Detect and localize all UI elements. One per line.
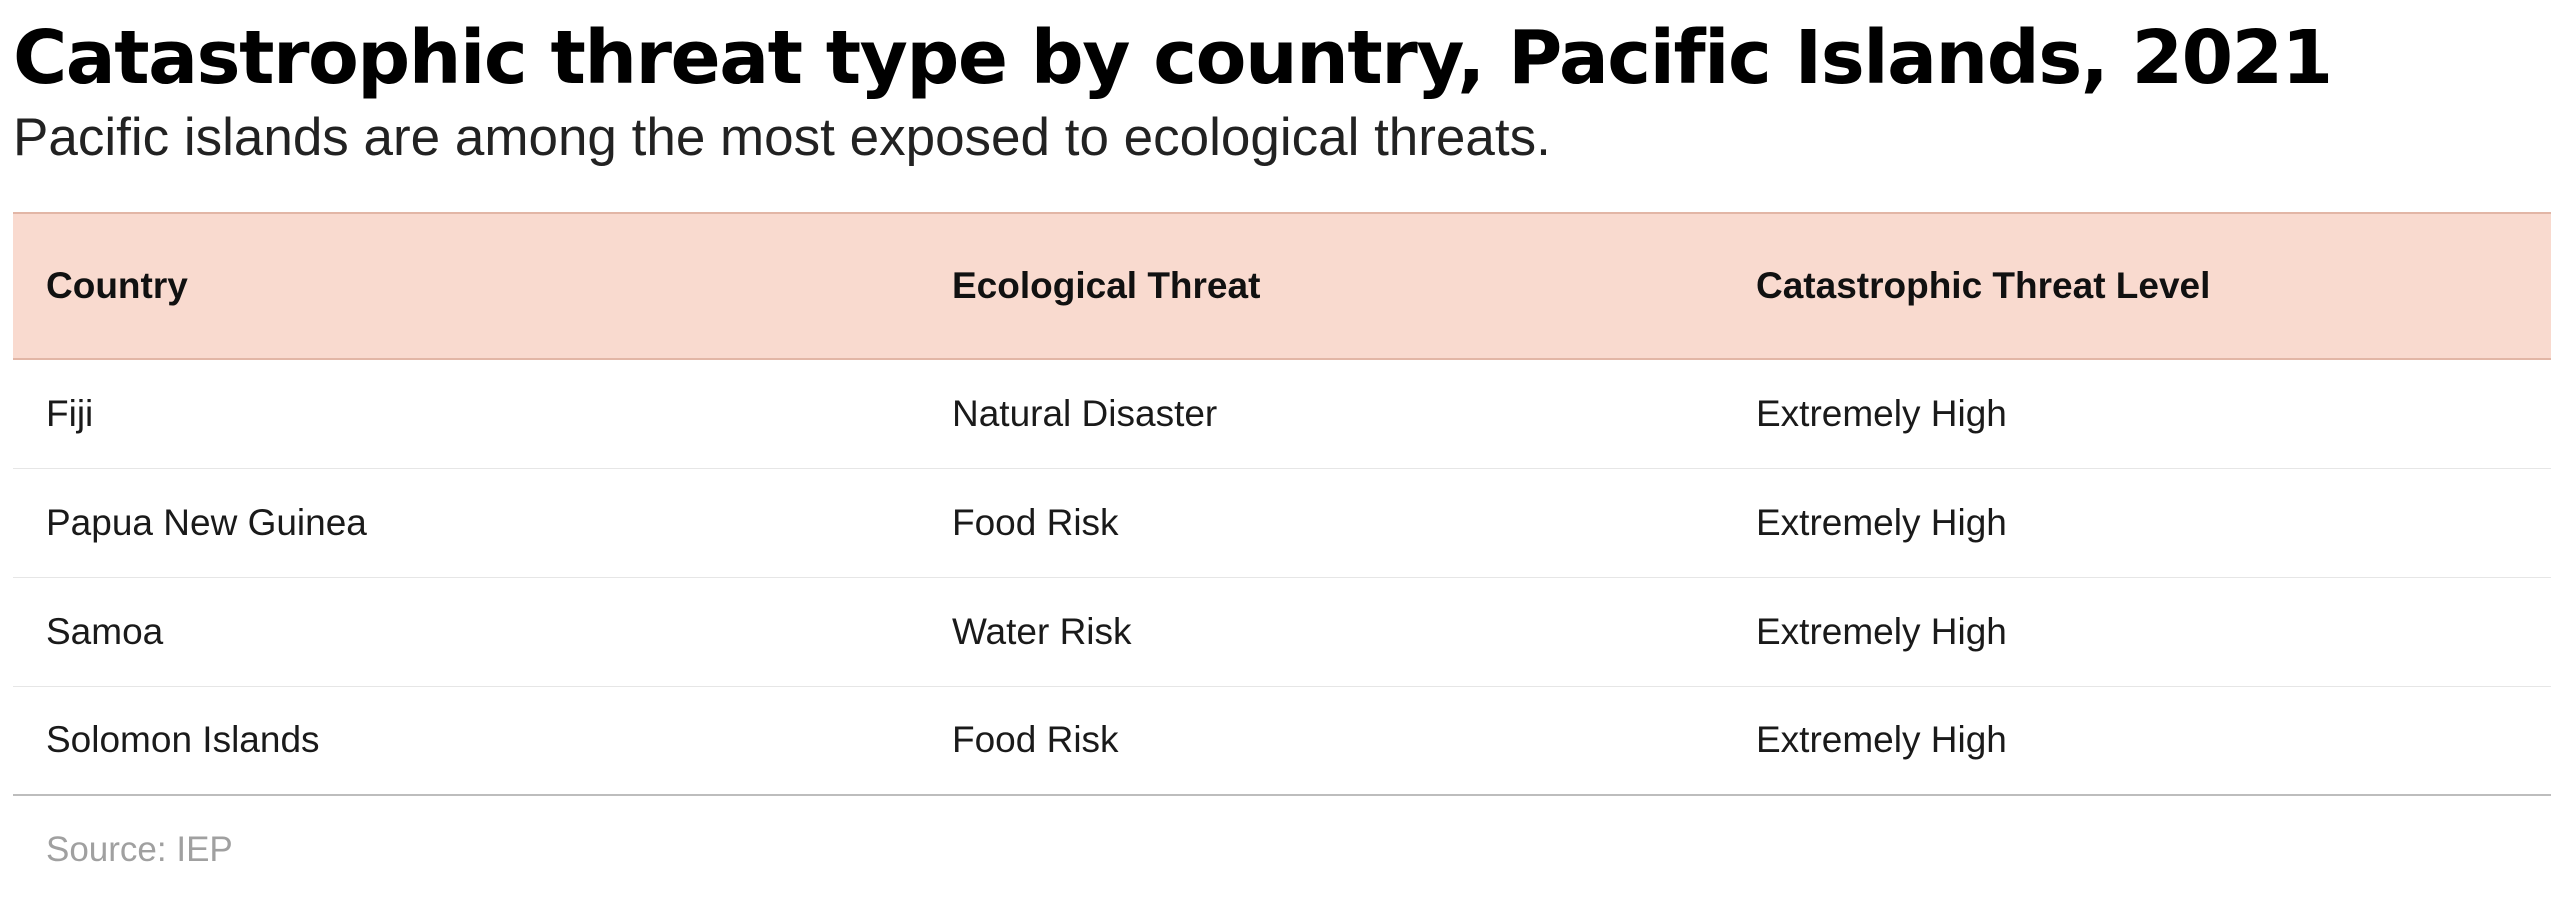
table-row: Papua New Guinea Food Risk Extremely Hig… xyxy=(13,468,2551,578)
cell-country: Papua New Guinea xyxy=(13,468,919,578)
cell-ecological-threat: Food Risk xyxy=(919,468,1723,578)
cell-ecological-threat: Natural Disaster xyxy=(919,359,1723,469)
chart-title: Catastrophic threat type by country, Pac… xyxy=(13,15,2333,101)
chart-container: Catastrophic threat type by country, Pac… xyxy=(13,0,2551,170)
table-row: Solomon Islands Food Risk Extremely High xyxy=(13,686,2551,796)
cell-ecological-threat: Food Risk xyxy=(919,686,1723,796)
cell-threat-level: Extremely High xyxy=(1723,686,2551,796)
chart-subtitle: Pacific islands are among the most expos… xyxy=(13,108,1551,167)
header-country: Country xyxy=(13,212,919,360)
threat-table: Country Ecological Threat Catastrophic T… xyxy=(13,212,2551,796)
cell-country: Fiji xyxy=(13,359,919,469)
table-header: Country Ecological Threat Catastrophic T… xyxy=(13,212,2551,360)
header-threat-level: Catastrophic Threat Level xyxy=(1723,212,2551,360)
cell-ecological-threat: Water Risk xyxy=(919,577,1723,687)
source-note: Source: IEP xyxy=(46,830,233,869)
cell-country: Samoa xyxy=(13,577,919,687)
table-row: Samoa Water Risk Extremely High xyxy=(13,577,2551,687)
cell-threat-level: Extremely High xyxy=(1723,359,2551,469)
cell-country: Solomon Islands xyxy=(13,686,919,796)
table-body: Fiji Natural Disaster Extremely High Pap… xyxy=(13,359,2551,796)
header-ecological-threat: Ecological Threat xyxy=(919,212,1723,360)
header-row: Country Ecological Threat Catastrophic T… xyxy=(13,212,2551,360)
table-row: Fiji Natural Disaster Extremely High xyxy=(13,359,2551,469)
cell-threat-level: Extremely High xyxy=(1723,577,2551,687)
cell-threat-level: Extremely High xyxy=(1723,468,2551,578)
